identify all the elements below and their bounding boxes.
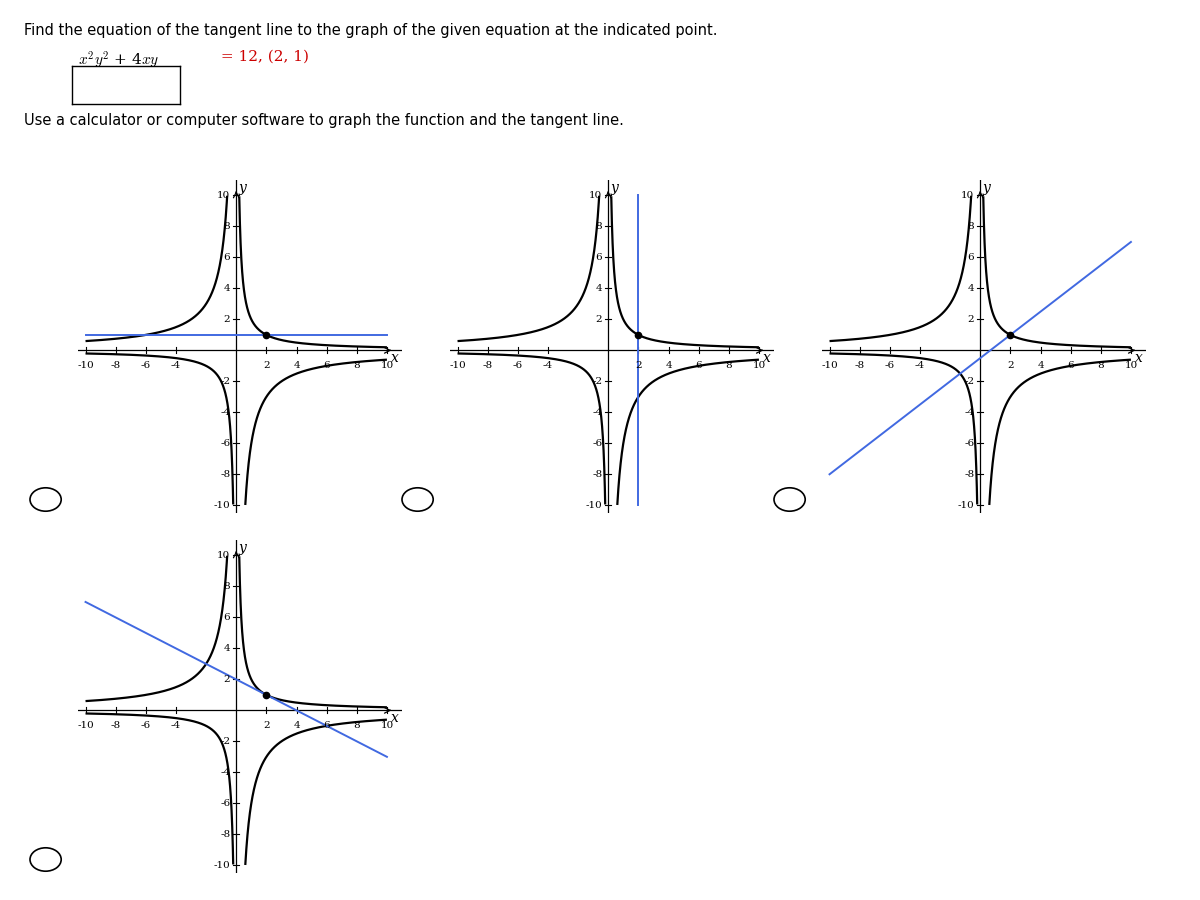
Text: -8: -8 [964,470,974,479]
Text: 10: 10 [380,721,394,730]
Text: y: y [611,181,618,194]
Text: 8: 8 [223,582,230,591]
Text: 2: 2 [967,315,974,324]
Text: Use a calculator or computer software to graph the function and the tangent line: Use a calculator or computer software to… [24,112,624,128]
Text: 4: 4 [967,284,974,292]
Text: -10: -10 [77,361,94,370]
Text: 10: 10 [589,191,602,200]
Text: 2: 2 [595,315,602,324]
Text: 6: 6 [323,361,330,370]
Text: 10: 10 [961,191,974,200]
Text: -8: -8 [110,361,121,370]
Text: 4: 4 [293,361,300,370]
Text: = 12, (2, 1): = 12, (2, 1) [216,50,310,64]
Text: 2: 2 [263,361,270,370]
Text: Find the equation of the tangent line to the graph of the given equation at the : Find the equation of the tangent line to… [24,22,718,38]
Text: 6: 6 [695,361,702,370]
Text: y: y [983,181,990,194]
Text: 4: 4 [595,284,602,292]
Text: y: y [239,181,246,194]
Text: -6: -6 [884,361,895,370]
Text: 2: 2 [223,675,230,684]
Text: 8: 8 [354,361,360,370]
Text: 2: 2 [263,721,270,730]
Text: x: x [1134,351,1142,365]
Text: 8: 8 [1098,361,1104,370]
Text: 6: 6 [595,253,602,262]
Text: -4: -4 [170,721,181,730]
Text: -8: -8 [220,830,230,839]
Text: -6: -6 [220,799,230,808]
Text: -10: -10 [449,361,466,370]
Text: 2: 2 [635,361,642,370]
Text: -6: -6 [140,721,151,730]
Text: -6: -6 [220,439,230,448]
Text: -6: -6 [592,439,602,448]
Text: -8: -8 [854,361,865,370]
Text: 10: 10 [752,361,766,370]
Text: 4: 4 [223,284,230,292]
Text: -6: -6 [964,439,974,448]
Text: -10: -10 [214,860,230,869]
Text: 10: 10 [1124,361,1138,370]
Text: -2: -2 [964,377,974,386]
Text: -4: -4 [592,408,602,417]
Text: 2: 2 [1007,361,1014,370]
Text: 6: 6 [223,253,230,262]
Text: 2: 2 [223,315,230,324]
Text: -10: -10 [821,361,838,370]
Text: -4: -4 [220,768,230,777]
Text: 8: 8 [595,222,602,231]
Text: $x^2y^2$ + 4$xy$: $x^2y^2$ + 4$xy$ [78,50,160,70]
Text: -6: -6 [512,361,523,370]
Text: -8: -8 [592,470,602,479]
Text: -8: -8 [220,470,230,479]
Text: -2: -2 [592,377,602,386]
Text: -6: -6 [140,361,151,370]
Text: -4: -4 [220,408,230,417]
Text: 8: 8 [354,721,360,730]
Text: 4: 4 [223,644,230,652]
Text: 4: 4 [665,361,672,370]
Text: x: x [390,711,398,725]
Text: 10: 10 [217,551,230,560]
Text: -10: -10 [77,721,94,730]
Text: 4: 4 [1037,361,1044,370]
Text: -10: -10 [958,500,974,509]
Text: -10: -10 [214,500,230,509]
Text: 8: 8 [967,222,974,231]
Text: -2: -2 [220,377,230,386]
Text: 6: 6 [223,613,230,622]
Text: 6: 6 [323,721,330,730]
Text: 6: 6 [1067,361,1074,370]
Text: x: x [762,351,770,365]
Text: -8: -8 [482,361,493,370]
Text: 4: 4 [293,721,300,730]
Text: 10: 10 [217,191,230,200]
Text: -8: -8 [110,721,121,730]
Text: -10: -10 [586,500,602,509]
Text: 6: 6 [967,253,974,262]
Text: -4: -4 [542,361,553,370]
Text: 8: 8 [726,361,732,370]
Text: -2: -2 [220,737,230,746]
Text: y: y [239,541,246,554]
Text: 8: 8 [223,222,230,231]
Text: -4: -4 [964,408,974,417]
Text: x: x [390,351,398,365]
Text: -4: -4 [914,361,925,370]
Text: 10: 10 [380,361,394,370]
Text: -4: -4 [170,361,181,370]
